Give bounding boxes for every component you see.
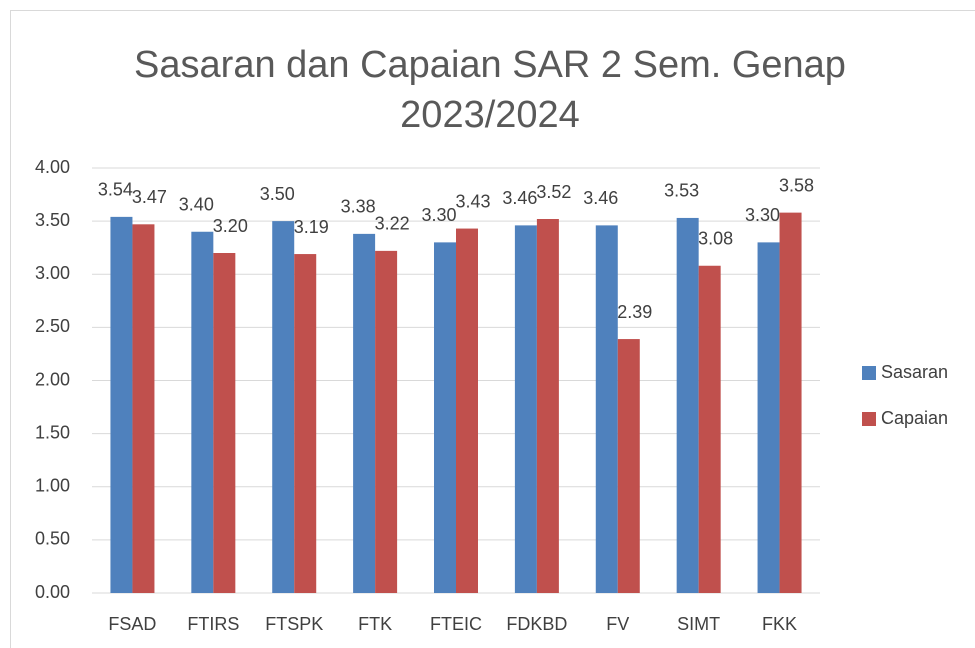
data-label: 3.38 bbox=[341, 197, 376, 217]
y-tick-label: 2.00 bbox=[35, 369, 70, 389]
bar bbox=[375, 250, 398, 593]
data-label: 3.43 bbox=[455, 191, 490, 211]
data-label: 3.30 bbox=[421, 205, 456, 225]
y-tick-label: 0.00 bbox=[35, 582, 70, 602]
y-tick-label: 3.50 bbox=[35, 210, 70, 230]
legend-label: Capaian bbox=[881, 408, 948, 428]
data-label: 3.53 bbox=[664, 181, 699, 201]
data-label: 3.20 bbox=[213, 216, 248, 236]
x-tick-label: FV bbox=[606, 614, 629, 634]
bar bbox=[676, 217, 699, 593]
legend-swatch bbox=[862, 412, 876, 426]
data-label: 3.52 bbox=[536, 182, 571, 202]
legend-label: Sasaran bbox=[881, 362, 948, 382]
bar bbox=[132, 224, 155, 593]
data-label: 3.22 bbox=[375, 214, 410, 234]
bar bbox=[456, 228, 478, 593]
data-label: 3.47 bbox=[132, 187, 167, 207]
x-tick-label: FTK bbox=[358, 614, 392, 634]
data-label: 2.39 bbox=[617, 302, 652, 322]
y-tick-label: 0.50 bbox=[35, 529, 70, 549]
x-tick-label: SIMT bbox=[677, 614, 720, 634]
data-label: 3.30 bbox=[745, 205, 780, 225]
x-tick-label: FDKBD bbox=[506, 614, 567, 634]
data-label: 3.58 bbox=[779, 175, 814, 195]
x-tick-label: FKK bbox=[762, 614, 797, 634]
bar bbox=[110, 216, 133, 593]
legend-swatch bbox=[862, 366, 876, 380]
y-tick-label: 1.00 bbox=[35, 476, 70, 496]
bar bbox=[353, 233, 376, 593]
x-tick-label: FTSPK bbox=[265, 614, 323, 634]
y-tick-label: 2.50 bbox=[35, 316, 70, 336]
bar bbox=[617, 339, 640, 593]
chart-frame bbox=[10, 10, 975, 648]
bar bbox=[698, 265, 721, 593]
data-label: 3.46 bbox=[502, 188, 537, 208]
bar bbox=[514, 225, 537, 593]
bar bbox=[272, 221, 295, 593]
bar bbox=[595, 225, 618, 593]
bar bbox=[536, 219, 559, 593]
data-label: 3.08 bbox=[698, 229, 733, 249]
data-label: 3.54 bbox=[98, 180, 133, 200]
y-tick-label: 1.50 bbox=[35, 422, 70, 442]
data-label: 3.19 bbox=[294, 217, 329, 237]
x-tick-label: FTEIC bbox=[430, 614, 482, 634]
bar bbox=[757, 242, 780, 593]
y-tick-label: 3.00 bbox=[35, 263, 70, 283]
bar bbox=[779, 212, 802, 593]
x-tick-label: FTIRS bbox=[187, 614, 239, 634]
bar bbox=[213, 253, 236, 593]
bar bbox=[434, 242, 456, 593]
x-tick-label: FSAD bbox=[108, 614, 156, 634]
data-label: 3.40 bbox=[179, 195, 214, 215]
data-label: 3.50 bbox=[260, 184, 295, 204]
chart-title: Sasaran dan Capaian SAR 2 Sem. Genap 202… bbox=[134, 44, 846, 136]
data-label: 3.46 bbox=[583, 188, 618, 208]
bar bbox=[191, 231, 214, 593]
y-tick-label: 4.00 bbox=[35, 157, 70, 177]
bar bbox=[294, 254, 317, 593]
